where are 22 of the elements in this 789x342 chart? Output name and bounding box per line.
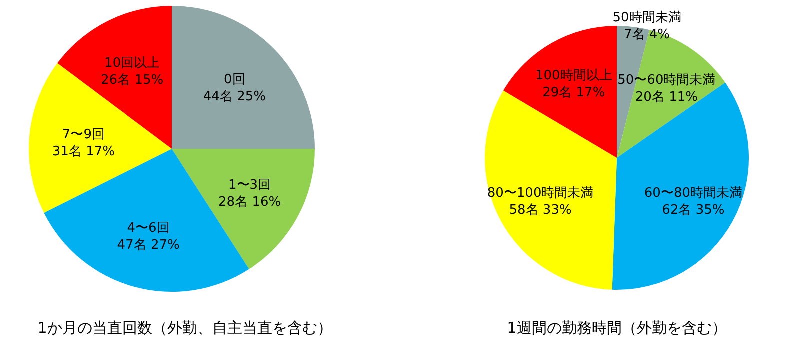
data-label: 26名 15% (101, 73, 164, 88)
data-label: 47名 27% (117, 238, 180, 253)
slice-label: 50時間未満 (612, 10, 682, 26)
slice-label: 7〜9回 (62, 128, 105, 142)
data-label: 20名 11% (635, 90, 698, 105)
slice-label: 100時間以上 (535, 68, 612, 84)
data-label: 31名 17% (52, 144, 115, 160)
slice-label: 0回 (224, 72, 246, 88)
slice-label: 4〜6回 (127, 220, 170, 236)
slice-label: 50〜60時間未満 (618, 72, 716, 88)
data-label: 44名 25% (203, 90, 266, 105)
slice-label: 10回以上 (104, 56, 160, 72)
text: 1週間の勤務時間（外勤を含む） (507, 319, 727, 337)
data-label: 29名 17% (542, 86, 606, 101)
slice-label: 60〜80時間未満 (644, 186, 743, 202)
pie-slice (172, 6, 315, 149)
data-label: 28名 16% (218, 194, 282, 210)
text: 1か月の当直回数（外勤、自主当直を含む） (38, 319, 332, 337)
data-label: 62名 35% (662, 203, 725, 218)
pie-slice (503, 26, 617, 158)
data-label: 58名 33% (509, 203, 572, 218)
slice-label: 1〜3回 (228, 178, 272, 193)
